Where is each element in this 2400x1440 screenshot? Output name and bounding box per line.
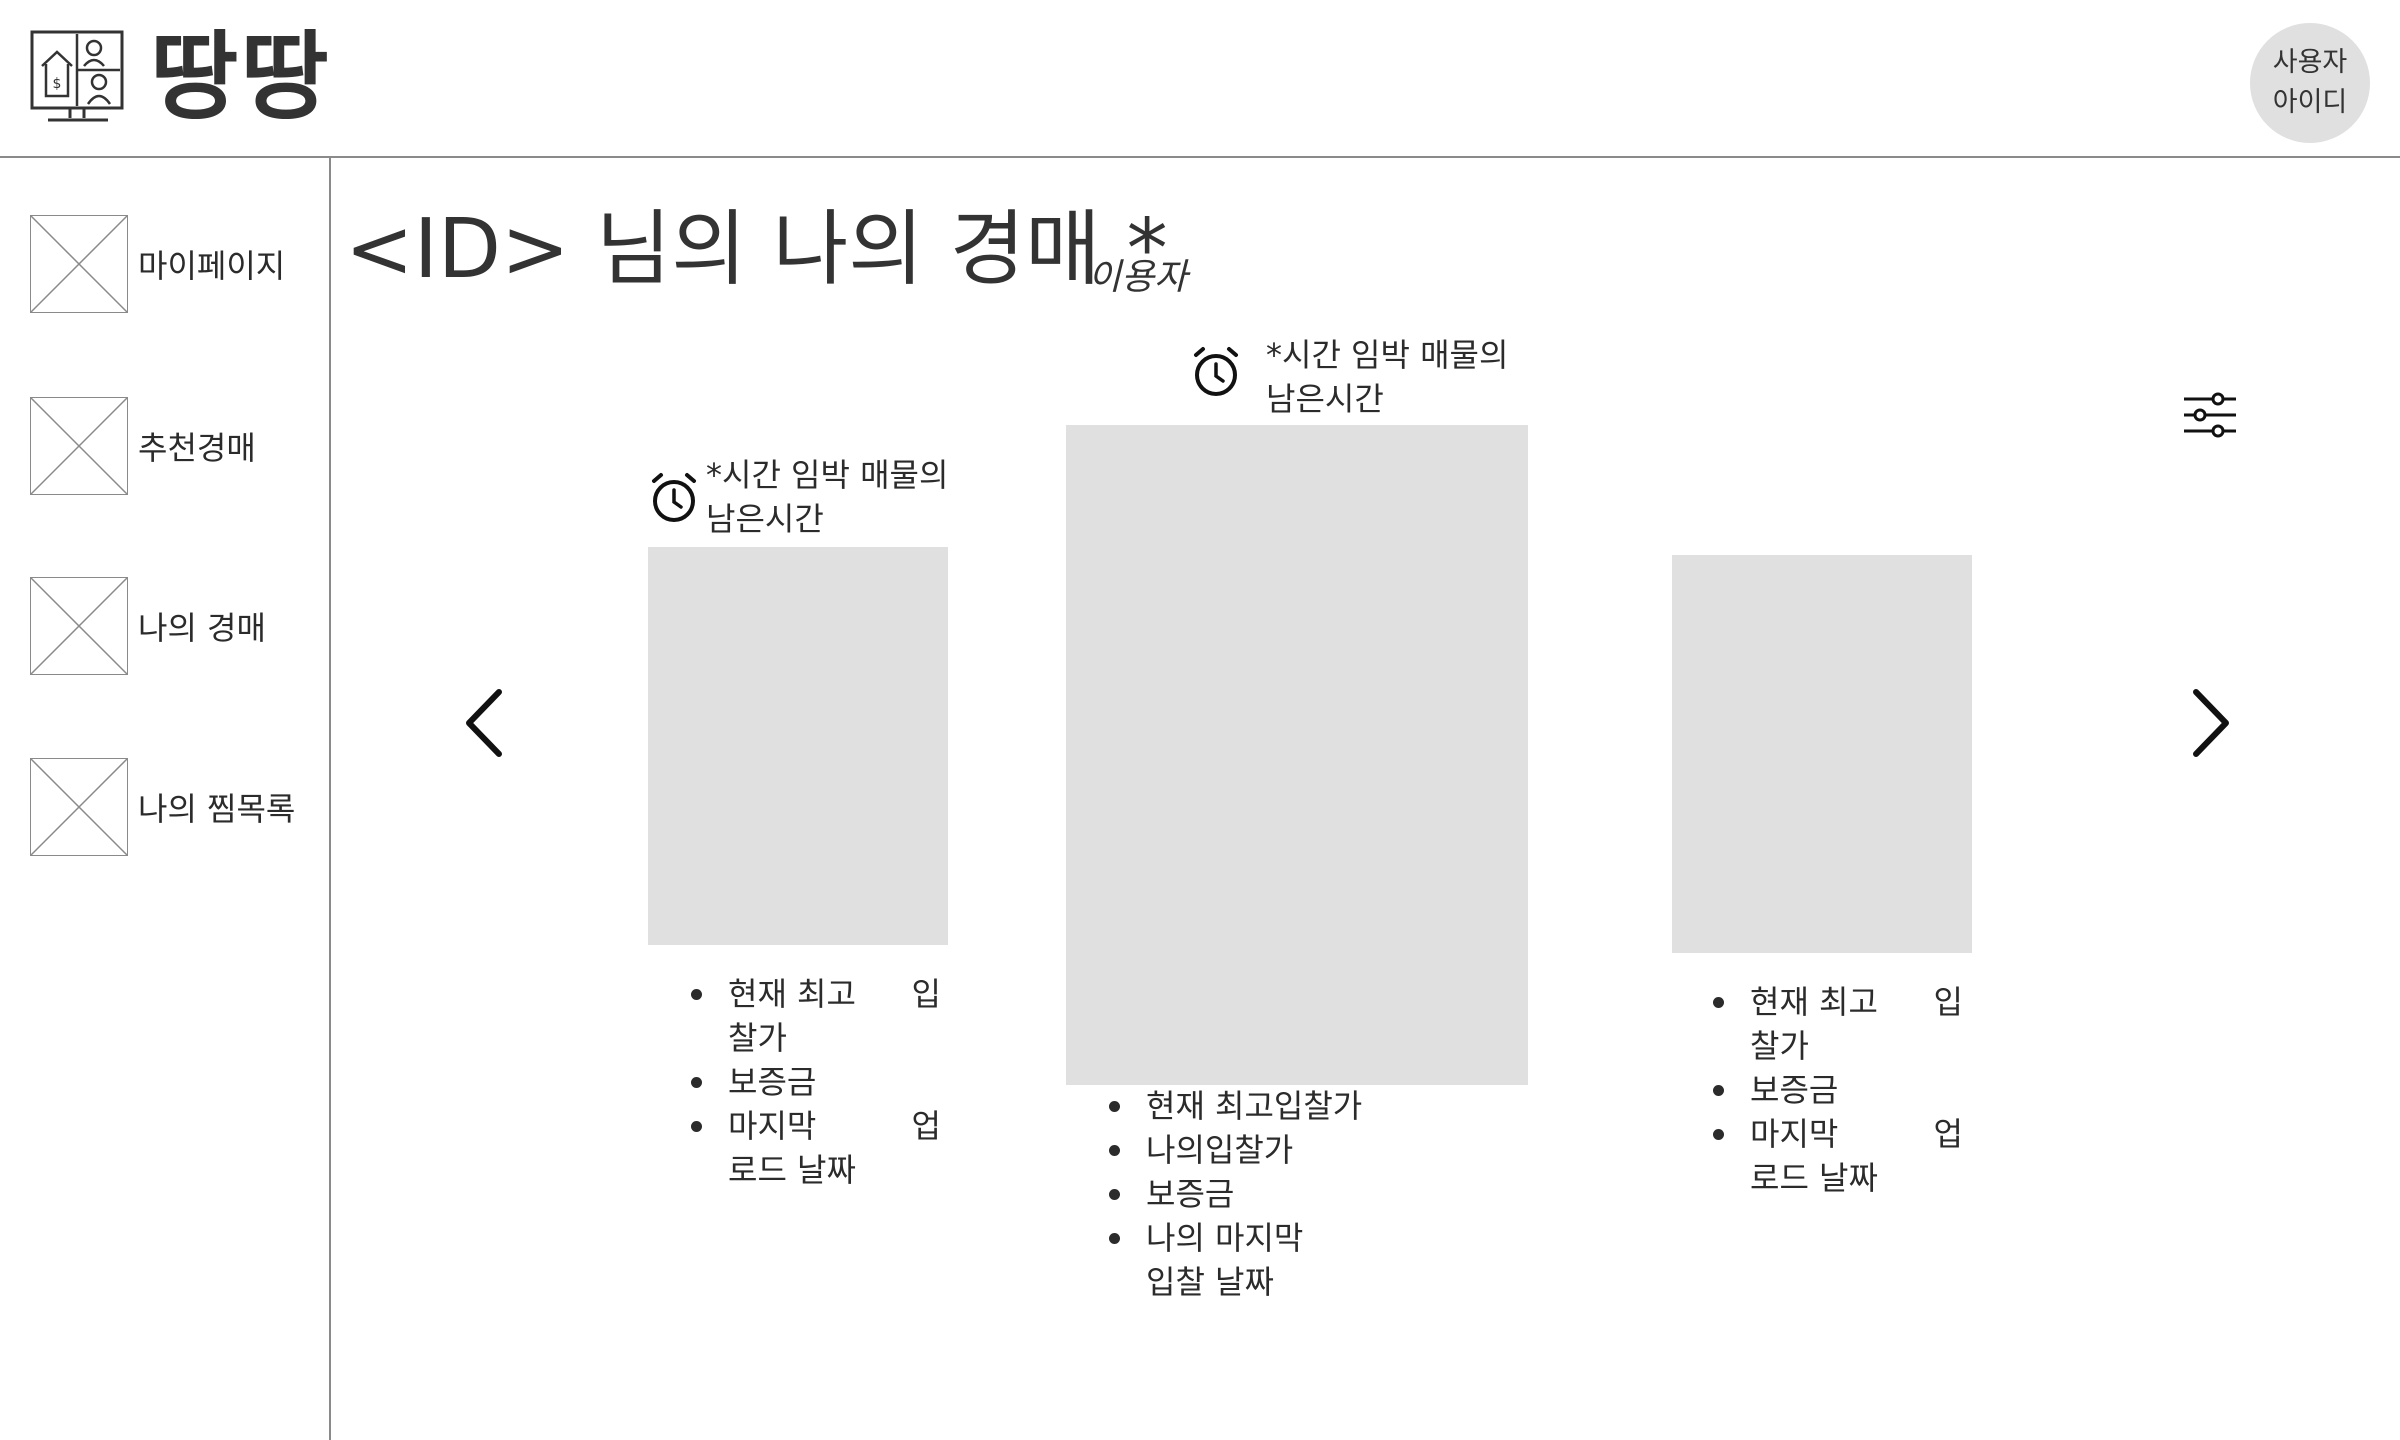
list-item: 보증금 bbox=[1109, 1172, 1429, 1216]
chevron-right-icon bbox=[2193, 689, 2229, 757]
placeholder-image-icon bbox=[30, 215, 128, 313]
timer-label-cont: 남은시간 bbox=[706, 500, 824, 538]
sidebar bbox=[0, 158, 331, 1440]
list-item: 보증금 bbox=[691, 1060, 941, 1104]
placeholder-image-icon bbox=[30, 577, 128, 675]
page-title: <ID> 님의 나의 경매 * bbox=[345, 202, 1168, 297]
placeholder-image-icon bbox=[30, 397, 128, 495]
list-item: 현재 최고입찰가 bbox=[1109, 1084, 1429, 1128]
sidebar-item-label: 추천경매 bbox=[138, 429, 256, 467]
auction-item-details: 현재 최고 입 찰가 보증금 마지막 업 로드 날짜 bbox=[691, 972, 941, 1192]
sliders-filter-icon[interactable] bbox=[2180, 385, 2240, 445]
svg-text:$: $ bbox=[53, 76, 62, 92]
placeholder-image-icon bbox=[30, 758, 128, 856]
sidebar-item-label: 나의 경매 bbox=[138, 609, 266, 647]
user-label-line2: 아이디 bbox=[2272, 87, 2348, 118]
sidebar-item-label: 마이페이지 bbox=[138, 247, 286, 285]
auction-item-image[interactable] bbox=[648, 547, 948, 945]
auction-item-details: 현재 최고입찰가 나의입찰가 보증금 나의 마지막 입찰 날짜 bbox=[1109, 1084, 1429, 1304]
sidebar-item-mypage[interactable]: 마이페이지 bbox=[30, 214, 330, 314]
title-annotation: 이용자 bbox=[1088, 257, 1188, 298]
alarm-clock-icon bbox=[652, 473, 696, 522]
list-item: 마지막 업 로드 날짜 bbox=[691, 1104, 941, 1192]
user-label-line1: 사용자 bbox=[2272, 47, 2348, 78]
app-logo-text[interactable]: 땅땅 bbox=[150, 21, 331, 133]
auction-item-details: 현재 최고 입 찰가 보증금 마지막 업 로드 날짜 bbox=[1713, 980, 1963, 1200]
sidebar-item-my-auctions[interactable]: 나의 경매 bbox=[30, 576, 330, 676]
carousel-next-button[interactable] bbox=[2180, 678, 2240, 768]
card-timer: *시간 임박 매물의 남은시간 bbox=[1190, 333, 1516, 421]
auction-item-image[interactable] bbox=[1672, 555, 1972, 953]
carousel-prev-button[interactable] bbox=[455, 678, 515, 768]
sidebar-item-recommended[interactable]: 추천경매 bbox=[30, 396, 330, 496]
timer-label-cont: 남은시간 bbox=[1266, 380, 1384, 418]
timer-label: *시간 임박 매물의 bbox=[706, 456, 949, 494]
auction-item-image[interactable] bbox=[1066, 425, 1528, 1085]
list-item: 나의 마지막 입찰 날짜 bbox=[1109, 1216, 1429, 1304]
list-item: 나의입찰가 bbox=[1109, 1128, 1429, 1172]
card-timer: *시간 임박 매물의 남은시간 bbox=[648, 453, 956, 541]
sidebar-item-label: 나의 찜목록 bbox=[138, 790, 296, 828]
list-item: 보증금 bbox=[1713, 1068, 1963, 1112]
timer-label: *시간 임박 매물의 bbox=[1266, 336, 1509, 374]
list-item: 현재 최고 입 찰가 bbox=[1713, 980, 1963, 1068]
sidebar-item-wishlist[interactable]: 나의 찜목록 bbox=[30, 757, 330, 857]
chevron-left-icon bbox=[466, 689, 502, 757]
alarm-clock-icon bbox=[1194, 347, 1238, 396]
list-item: 현재 최고 입 찰가 bbox=[691, 972, 941, 1060]
house-computer-logo-icon[interactable]: $ bbox=[30, 30, 126, 126]
user-avatar[interactable]: 사용자 아이디 bbox=[2250, 23, 2370, 143]
list-item: 마지막 업 로드 날짜 bbox=[1713, 1112, 1963, 1200]
app-header bbox=[0, 0, 2400, 158]
